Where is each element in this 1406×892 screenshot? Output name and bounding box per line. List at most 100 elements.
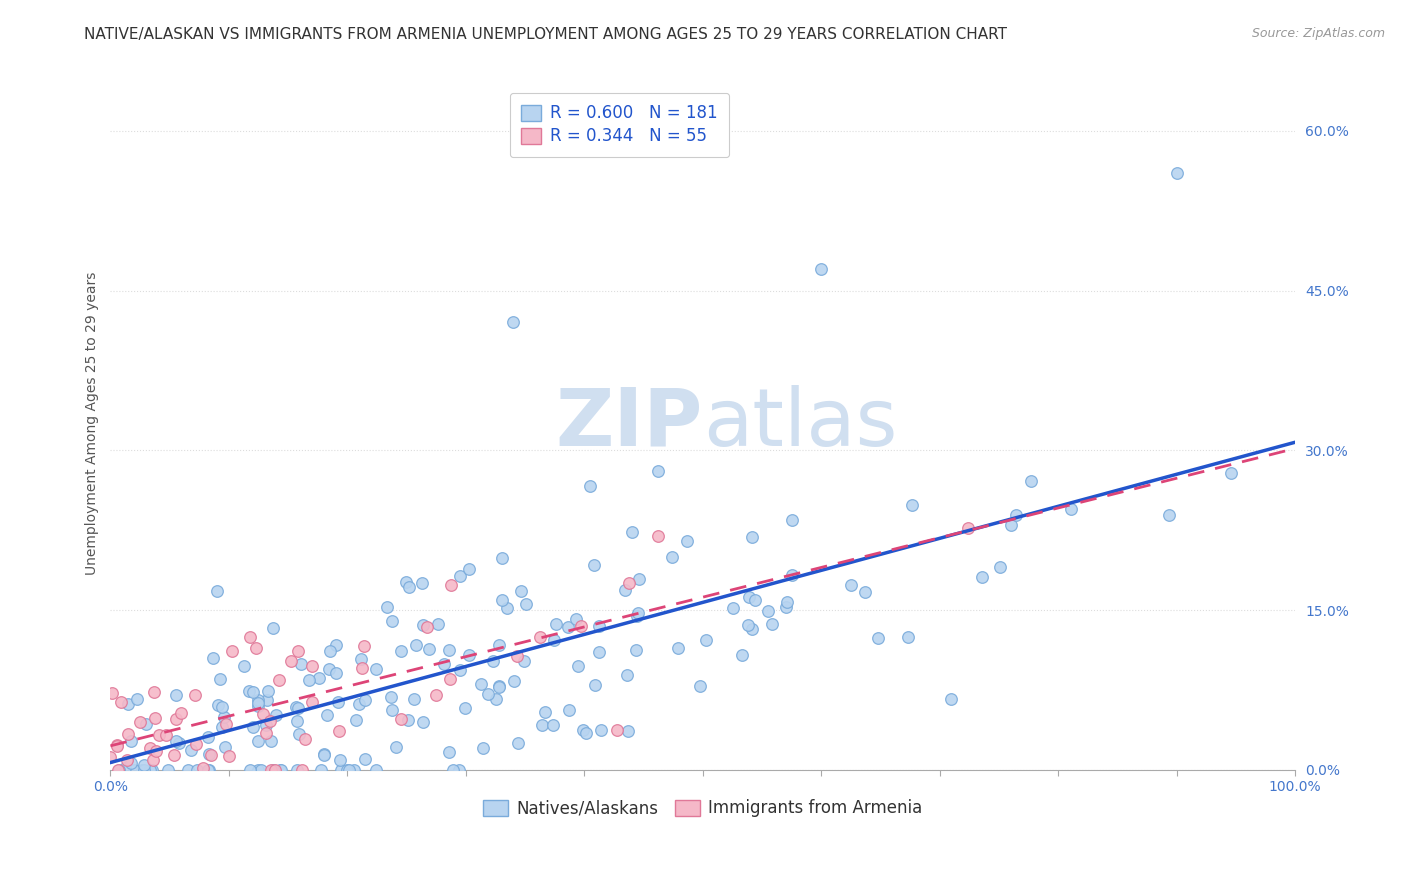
Point (780, 513, 803, 527)
Point (626, 609, 648, 624)
Point (389, 644, 412, 658)
Point (411, 576, 433, 591)
Point (115, 753, 138, 767)
Point (165, 733, 187, 747)
Point (246, 696, 269, 710)
Point (1157, 508, 1180, 522)
Point (246, 763, 269, 777)
Point (254, 717, 277, 731)
Point (449, 569, 471, 583)
Point (572, 723, 595, 738)
Point (583, 678, 606, 692)
Point (647, 529, 669, 543)
Point (502, 674, 524, 689)
Point (290, 657, 312, 671)
Point (291, 763, 314, 777)
Point (541, 718, 564, 732)
Point (506, 736, 529, 750)
Point (285, 699, 308, 714)
Point (353, 751, 375, 765)
Y-axis label: Unemployment Among Ages 25 to 29 years: Unemployment Among Ages 25 to 29 years (86, 272, 100, 575)
Point (437, 745, 460, 759)
Point (269, 763, 291, 777)
Point (810, 262, 832, 277)
Point (270, 763, 292, 777)
Point (689, 679, 711, 693)
Point (647, 464, 669, 478)
Point (280, 654, 302, 668)
Point (250, 763, 273, 777)
Point (782, 568, 804, 582)
Point (312, 747, 335, 762)
Point (730, 648, 752, 663)
Point (198, 763, 221, 777)
Point (145, 744, 167, 758)
Point (254, 726, 277, 740)
Point (389, 712, 412, 726)
Point (131, 763, 153, 777)
Point (325, 638, 347, 652)
Point (247, 734, 270, 748)
Point (135, 717, 157, 731)
Point (496, 601, 519, 615)
Point (761, 616, 783, 631)
Point (170, 706, 193, 720)
Point (515, 597, 537, 611)
Point (776, 595, 799, 609)
Point (385, 740, 408, 755)
Point (744, 593, 766, 607)
Point (628, 572, 651, 586)
Point (366, 662, 388, 676)
Point (337, 763, 360, 777)
Point (737, 618, 759, 632)
Point (262, 622, 284, 636)
Point (200, 748, 222, 763)
Point (353, 640, 375, 654)
Point (287, 714, 309, 729)
Point (1019, 474, 1042, 488)
Point (215, 717, 238, 731)
Point (165, 688, 187, 702)
Point (211, 721, 233, 735)
Point (114, 761, 136, 775)
Point (567, 658, 589, 673)
Point (326, 694, 349, 708)
Point (314, 747, 336, 761)
Point (741, 530, 763, 544)
Point (395, 574, 418, 589)
Point (246, 693, 269, 707)
Point (239, 763, 262, 777)
Point (588, 619, 610, 633)
Point (624, 643, 647, 657)
Point (425, 688, 447, 702)
Point (117, 697, 139, 711)
Point (589, 723, 612, 737)
Point (107, 739, 129, 753)
Point (198, 747, 221, 762)
Point (1060, 502, 1083, 516)
Point (939, 691, 962, 706)
Point (325, 666, 347, 681)
Point (197, 763, 219, 777)
Point (579, 479, 602, 493)
Point (117, 727, 139, 741)
Point (488, 680, 510, 694)
Point (614, 582, 637, 597)
Point (143, 685, 166, 699)
Point (485, 691, 508, 706)
Point (156, 763, 179, 777)
Point (316, 707, 339, 722)
Point (264, 763, 287, 777)
Point (122, 763, 145, 777)
Point (141, 763, 163, 777)
Point (205, 584, 228, 599)
Point (186, 763, 208, 777)
Point (301, 695, 323, 709)
Point (437, 643, 460, 657)
Point (212, 710, 235, 724)
Point (1004, 508, 1026, 522)
Point (988, 559, 1011, 574)
Point (558, 702, 581, 716)
Point (839, 577, 862, 591)
Point (482, 654, 505, 668)
